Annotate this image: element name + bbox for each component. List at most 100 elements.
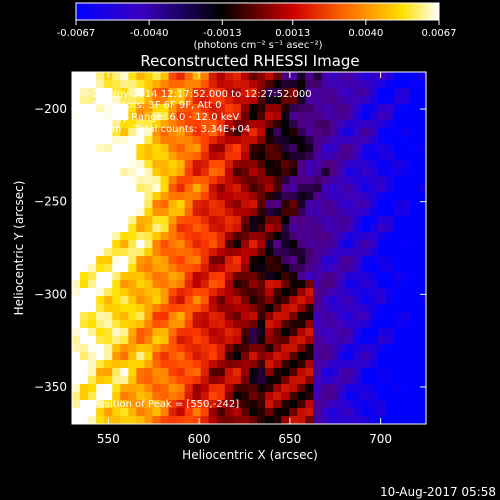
heatmap-cell: [152, 120, 162, 129]
heatmap-cell: [224, 192, 234, 201]
heatmap-cell: [144, 384, 154, 393]
heatmap-cell: [200, 248, 210, 257]
heatmap-cell: [216, 112, 226, 121]
heatmap-cell: [417, 240, 426, 249]
heatmap-cell: [144, 224, 154, 233]
x-tick-label: 700: [369, 432, 392, 446]
heatmap-cell: [72, 416, 81, 424]
heatmap-cell: [112, 80, 121, 89]
heatmap-cell: [265, 240, 274, 249]
heatmap-cell: [297, 256, 306, 265]
heatmap-cell: [184, 312, 194, 321]
heatmap-cell: [232, 72, 242, 81]
heatmap-cell: [281, 304, 290, 313]
heatmap-cell: [136, 328, 146, 337]
heatmap-cell: [72, 256, 81, 265]
heatmap-cell: [345, 136, 355, 145]
heatmap-cell: [329, 160, 339, 169]
heatmap-cell: [152, 368, 162, 377]
heatmap-cell: [361, 184, 371, 193]
heatmap-cell: [369, 216, 379, 225]
heatmap-cell: [240, 216, 250, 225]
heatmap-cell: [72, 272, 81, 281]
heatmap-cell: [176, 328, 186, 337]
heatmap-cell: [305, 296, 314, 305]
heatmap-cell: [112, 400, 121, 409]
heatmap-cell: [345, 400, 355, 409]
heatmap-cell: [168, 152, 178, 161]
heatmap-cell: [337, 320, 347, 329]
heatmap-cell: [232, 400, 242, 409]
heatmap-cell: [72, 248, 81, 257]
heatmap-cell: [289, 296, 298, 305]
heatmap-cell: [305, 376, 314, 385]
heatmap-cell: [329, 192, 339, 201]
heatmap-cell: [136, 144, 146, 153]
heatmap-cell: [377, 376, 387, 385]
heatmap-cell: [96, 272, 105, 281]
heatmap-cell: [257, 216, 266, 225]
heatmap-cell: [112, 216, 121, 225]
heatmap-cell: [361, 176, 371, 185]
heatmap-cell: [393, 360, 403, 369]
heatmap-cell: [249, 272, 258, 281]
heatmap-cell: [393, 224, 403, 233]
heatmap-cell: [313, 280, 323, 289]
heatmap-cell: [353, 296, 363, 305]
heatmap-cell: [112, 200, 121, 209]
heatmap-cell: [265, 144, 274, 153]
heatmap-cell: [200, 384, 210, 393]
heatmap-cell: [112, 192, 121, 201]
heatmap-cell: [168, 160, 178, 169]
heatmap-cell: [393, 384, 403, 393]
heatmap-cell: [104, 216, 113, 225]
heatmap-cell: [160, 192, 170, 201]
heatmap-cell: [265, 96, 274, 105]
heatmap-cell: [216, 160, 226, 169]
heatmap-cell: [168, 232, 178, 241]
heatmap-cell: [297, 384, 306, 393]
heatmap-cell: [265, 192, 274, 201]
heatmap-cell: [224, 128, 234, 137]
heatmap-cell: [136, 416, 146, 424]
heatmap-cell: [128, 96, 137, 105]
annotation-energy-range: Energy Range: 6.0 - 12.0 keV: [93, 112, 239, 123]
heatmap-cell: [417, 392, 426, 401]
heatmap-cell: [257, 144, 266, 153]
heatmap-cell: [377, 352, 387, 361]
heatmap-cell: [136, 256, 146, 265]
heatmap-cell: [200, 368, 210, 377]
heatmap-cell: [377, 176, 387, 185]
heatmap-cell: [112, 128, 121, 137]
heatmap-cell: [168, 280, 178, 289]
heatmap-cell: [369, 224, 379, 233]
heatmap-cell: [136, 312, 146, 321]
heatmap-cell: [417, 232, 426, 241]
heatmap-cell: [401, 416, 411, 424]
heatmap-cell: [136, 208, 146, 217]
heatmap-cell: [401, 176, 411, 185]
heatmap-cell: [289, 272, 298, 281]
heatmap-cell: [265, 200, 274, 209]
heatmap-cell: [417, 80, 426, 89]
heatmap-cell: [232, 320, 242, 329]
heatmap-cell: [273, 288, 282, 297]
heatmap-cell: [313, 416, 323, 424]
heatmap-cell: [281, 400, 290, 409]
heatmap-cell: [96, 72, 105, 81]
heatmap-cell: [96, 392, 105, 401]
heatmap-cell: [192, 304, 202, 313]
heatmap-cell: [401, 232, 411, 241]
heatmap-cell: [409, 176, 419, 185]
heatmap-cell: [208, 416, 218, 424]
heatmap-cell: [192, 72, 202, 81]
heatmap-cell: [184, 272, 194, 281]
heatmap-cell: [369, 200, 379, 209]
heatmap-cell: [417, 344, 426, 353]
heatmap-cell: [216, 256, 226, 265]
heatmap-cell: [184, 88, 194, 97]
heatmap-cell: [184, 224, 194, 233]
heatmap-cell: [232, 112, 242, 121]
heatmap-cell: [361, 168, 371, 177]
heatmap-cell: [192, 272, 202, 281]
